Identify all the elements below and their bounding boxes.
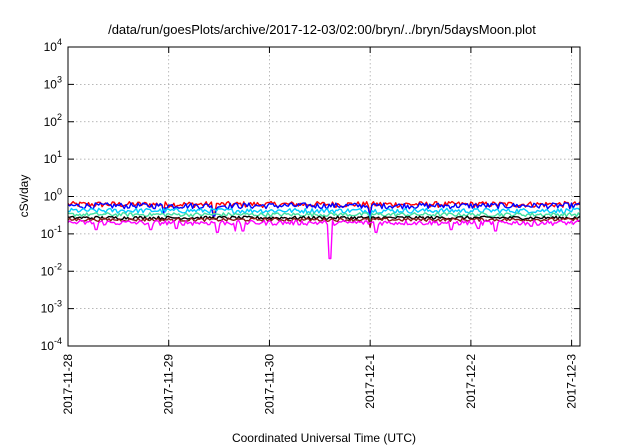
x-tick-label: 2017-11-28 bbox=[61, 354, 75, 415]
y-tick-label: 102 bbox=[44, 112, 62, 129]
y-tick-label: 101 bbox=[44, 149, 62, 166]
y-tick-label: 104 bbox=[44, 37, 62, 54]
series-line-5 bbox=[67, 215, 581, 227]
x-tick-label: 2017-11-30 bbox=[262, 354, 276, 415]
series-line-6 bbox=[67, 217, 581, 229]
y-tick-label: 10-2 bbox=[41, 261, 62, 278]
series-line-2 bbox=[67, 202, 581, 218]
series-line-4 bbox=[67, 212, 581, 224]
series-line-1 bbox=[67, 200, 581, 217]
y-axis-ticks: 10-4 10-3 10-2 10-1 100 101 102 103 104 bbox=[41, 37, 580, 353]
series-line-3 bbox=[67, 207, 581, 222]
series-line-7 bbox=[67, 219, 581, 260]
x-tick-label: 2017-12-1 bbox=[363, 354, 377, 409]
y-tick-label: 10-3 bbox=[41, 299, 62, 316]
chart-title: /data/run/goesPlots/archive/2017-12-03/0… bbox=[108, 22, 536, 37]
x-axis-ticks: 2017-11-28 2017-11-29 2017-11-30 2017-12-1 2… bbox=[61, 47, 579, 415]
grid bbox=[68, 47, 580, 346]
y-tick-label: 10-4 bbox=[41, 336, 62, 353]
y-tick-label: 103 bbox=[44, 74, 62, 91]
x-axis-label: Coordinated Universal Time (UTC) bbox=[232, 431, 416, 445]
y-tick-label: 100 bbox=[44, 187, 62, 204]
x-tick-label: 2017-12-2 bbox=[464, 354, 478, 409]
x-tick-label: 2017-11-29 bbox=[162, 354, 176, 415]
y-axis-label: cSv/day bbox=[17, 175, 31, 218]
series-group bbox=[67, 200, 581, 260]
x-tick-label: 2017-12-3 bbox=[565, 354, 579, 409]
y-tick-label: 10-1 bbox=[41, 224, 62, 241]
